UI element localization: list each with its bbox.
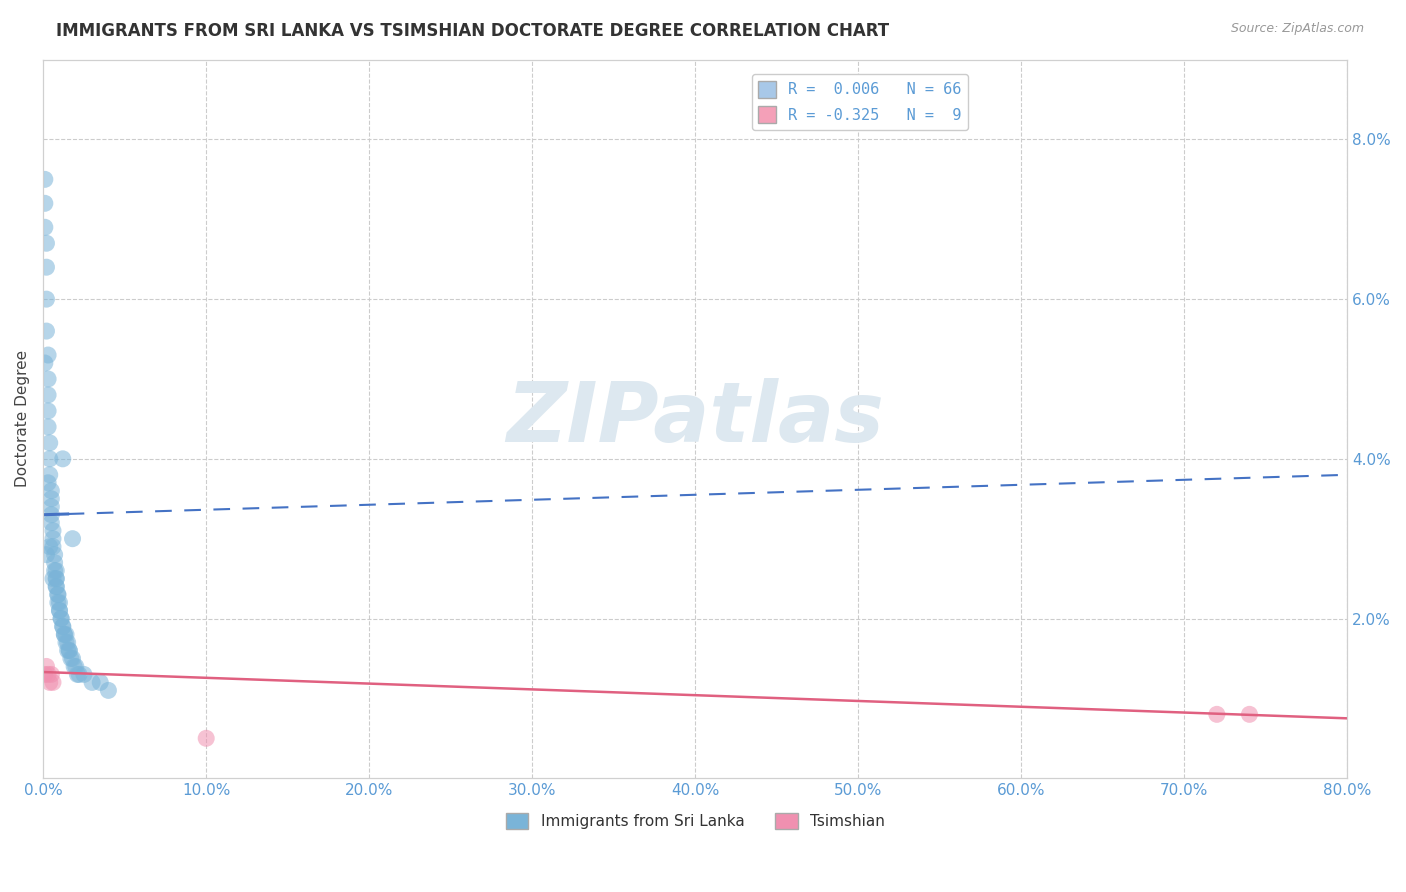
Point xyxy=(37,388,59,402)
Point xyxy=(37,667,59,681)
Point xyxy=(1239,707,1261,722)
Point xyxy=(35,292,58,306)
Point xyxy=(35,260,58,275)
Point xyxy=(41,516,63,530)
Point xyxy=(195,731,218,746)
Point xyxy=(46,596,69,610)
Point xyxy=(55,627,77,641)
Point xyxy=(34,220,56,235)
Point xyxy=(58,643,80,657)
Point xyxy=(45,572,67,586)
Text: Source: ZipAtlas.com: Source: ZipAtlas.com xyxy=(1230,22,1364,36)
Y-axis label: Doctorate Degree: Doctorate Degree xyxy=(15,351,30,487)
Point xyxy=(56,635,79,649)
Point xyxy=(49,611,72,625)
Point xyxy=(53,627,76,641)
Point xyxy=(65,659,87,673)
Point xyxy=(42,532,65,546)
Point xyxy=(63,659,86,673)
Point xyxy=(42,540,65,554)
Point xyxy=(46,588,69,602)
Point xyxy=(66,667,89,681)
Point xyxy=(48,596,70,610)
Point xyxy=(35,324,58,338)
Point xyxy=(53,627,76,641)
Point xyxy=(46,588,69,602)
Point xyxy=(48,603,70,617)
Point xyxy=(97,683,120,698)
Legend: Immigrants from Sri Lanka, Tsimshian: Immigrants from Sri Lanka, Tsimshian xyxy=(499,807,891,835)
Point xyxy=(48,603,70,617)
Text: IMMIGRANTS FROM SRI LANKA VS TSIMSHIAN DOCTORATE DEGREE CORRELATION CHART: IMMIGRANTS FROM SRI LANKA VS TSIMSHIAN D… xyxy=(56,22,890,40)
Point xyxy=(1205,707,1227,722)
Point xyxy=(42,572,65,586)
Point xyxy=(52,451,75,466)
Point xyxy=(41,500,63,514)
Point xyxy=(34,356,56,370)
Point xyxy=(37,475,59,490)
Point xyxy=(37,348,59,362)
Point xyxy=(58,643,80,657)
Point xyxy=(35,236,58,251)
Point xyxy=(38,451,60,466)
Point xyxy=(35,548,58,562)
Point xyxy=(42,524,65,538)
Point xyxy=(56,643,79,657)
Text: ZIPatlas: ZIPatlas xyxy=(506,378,884,459)
Point xyxy=(34,667,56,681)
Point xyxy=(44,548,66,562)
Point xyxy=(34,172,56,186)
Point xyxy=(41,508,63,522)
Point xyxy=(38,435,60,450)
Point xyxy=(44,564,66,578)
Point xyxy=(41,491,63,506)
Point xyxy=(45,580,67,594)
Point xyxy=(38,467,60,482)
Point xyxy=(52,619,75,633)
Point xyxy=(37,420,59,434)
Point xyxy=(37,372,59,386)
Point xyxy=(38,540,60,554)
Point xyxy=(41,483,63,498)
Point xyxy=(89,675,111,690)
Point xyxy=(62,532,84,546)
Point xyxy=(55,635,77,649)
Point xyxy=(44,556,66,570)
Point xyxy=(35,659,58,673)
Point xyxy=(49,611,72,625)
Point xyxy=(82,675,104,690)
Point xyxy=(41,667,63,681)
Point xyxy=(52,619,75,633)
Point xyxy=(59,651,82,665)
Point xyxy=(34,196,56,211)
Point xyxy=(38,675,60,690)
Point xyxy=(37,404,59,418)
Point xyxy=(45,564,67,578)
Point xyxy=(45,572,67,586)
Point xyxy=(45,580,67,594)
Point xyxy=(62,651,84,665)
Point xyxy=(73,667,96,681)
Point xyxy=(67,667,90,681)
Point xyxy=(42,675,65,690)
